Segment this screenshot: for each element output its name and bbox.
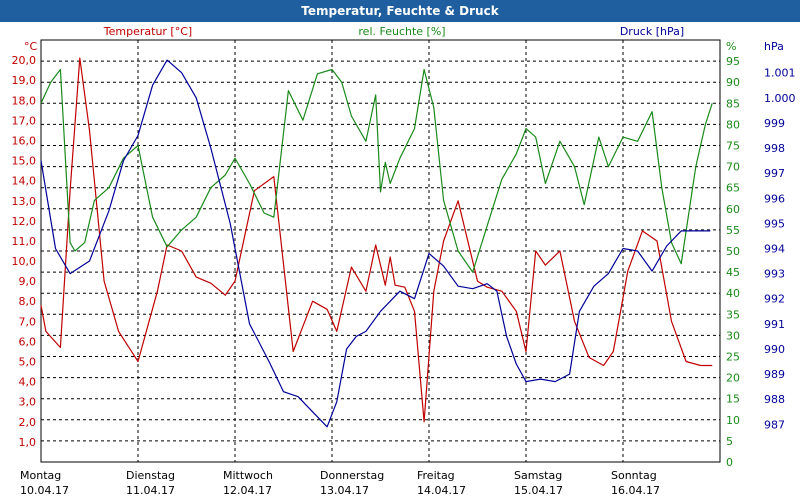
y-tick-label-temperature: 2,0: [19, 416, 37, 429]
unit-label-pressure: hPa: [764, 40, 784, 53]
y-tick-label-humidity: 50: [726, 245, 740, 258]
x-tick-label-date: 14.04.17: [417, 484, 466, 497]
series-line-temperature: [40, 57, 713, 423]
y-tick-label-temperature: 11,0: [12, 235, 37, 248]
y-tick-label-pressure: 988: [764, 393, 785, 406]
y-tick-label-temperature: 7,0: [19, 315, 37, 328]
y-tick-label-temperature: 8,0: [19, 295, 37, 308]
y-tick-label-temperature: 10,0: [12, 255, 37, 268]
y-tick-label-humidity: 0: [726, 456, 733, 469]
y-tick-label-temperature: 3,0: [19, 396, 37, 409]
y-tick-label-temperature: 14,0: [12, 175, 37, 188]
y-tick-label-pressure: 987: [764, 418, 785, 431]
y-tick-label-humidity: 65: [726, 182, 740, 195]
y-tick-label-pressure: 989: [764, 368, 785, 381]
x-tick-label-day: Montag: [20, 469, 61, 482]
x-tick-label-date: 11.04.17: [126, 484, 175, 497]
y-tick-label-pressure: 998: [764, 142, 785, 155]
y-tick-label-humidity: 40: [726, 287, 740, 300]
x-tick-label-day: Sonntag: [611, 469, 657, 482]
y-tick-label-temperature: 6,0: [19, 335, 37, 348]
y-tick-label-temperature: 17,0: [12, 114, 37, 127]
y-tick-label-humidity: 5: [726, 435, 733, 448]
y-tick-label-humidity: 80: [726, 118, 740, 131]
y-tick-label-humidity: 15: [726, 393, 740, 406]
unit-label-humidity: %: [726, 40, 736, 53]
x-tick-label-date: 13.04.17: [320, 484, 369, 497]
y-tick-label-humidity: 55: [726, 224, 740, 237]
y-tick-label-pressure: 1.001: [764, 67, 796, 80]
legend-label-temperature: Temperatur [°C]: [103, 25, 192, 38]
x-tick-label-day: Dienstag: [126, 469, 175, 482]
y-tick-label-pressure: 999: [764, 117, 785, 130]
y-tick-label-temperature: 18,0: [12, 94, 37, 107]
window-title: Temperatur, Feuchte & Druck: [0, 0, 800, 22]
y-tick-label-temperature: 13,0: [12, 195, 37, 208]
y-tick-label-pressure: 991: [764, 318, 785, 331]
x-tick-label-day: Donnerstag: [320, 469, 384, 482]
y-tick-label-humidity: 75: [726, 140, 740, 153]
y-tick-label-humidity: 30: [726, 329, 740, 342]
unit-label-temperature: °C: [24, 40, 38, 53]
y-tick-label-humidity: 10: [726, 414, 740, 427]
x-tick-label-day: Mittwoch: [223, 469, 273, 482]
legend-label-pressure: Druck [hPa]: [620, 25, 684, 38]
series-line-humidity: [40, 68, 713, 273]
y-tick-label-pressure: 997: [764, 167, 785, 180]
y-tick-label-pressure: 993: [764, 268, 785, 281]
y-tick-label-temperature: 5,0: [19, 356, 37, 369]
x-tick-label-date: 10.04.17: [20, 484, 69, 497]
y-tick-label-pressure: 996: [764, 192, 785, 205]
y-tick-label-humidity: 35: [726, 308, 740, 321]
y-tick-label-temperature: 19,0: [12, 74, 37, 87]
x-tick-label-date: 15.04.17: [514, 484, 563, 497]
y-tick-label-temperature: 15,0: [12, 155, 37, 168]
y-tick-label-humidity: 85: [726, 97, 740, 110]
y-tick-label-pressure: 994: [764, 242, 785, 255]
y-tick-label-temperature: 9,0: [19, 275, 37, 288]
y-tick-label-pressure: 990: [764, 343, 785, 356]
y-tick-label-humidity: 45: [726, 266, 740, 279]
y-tick-label-humidity: 25: [726, 351, 740, 364]
line-chart: 1,0 2,0 3,0 4,0 5,0 6,0 7,0 8,0 9,0 10,0 11,0 12,0 1…: [12, 25, 796, 497]
y-tick-label-pressure: 992: [764, 293, 785, 306]
x-tick-label-day: Samstag: [514, 469, 562, 482]
x-tick-label-day: Freitag: [417, 469, 455, 482]
y-tick-label-temperature: 1,0: [19, 436, 37, 449]
y-tick-label-humidity: 95: [726, 55, 740, 68]
y-tick-label-humidity: 90: [726, 76, 740, 89]
x-tick-label-date: 16.04.17: [611, 484, 660, 497]
series-line-pressure: [40, 59, 711, 428]
y-tick-label-humidity: 20: [726, 372, 740, 385]
y-tick-label-pressure: 995: [764, 217, 785, 230]
y-tick-label-temperature: 16,0: [12, 134, 37, 147]
y-tick-label-temperature: 4,0: [19, 376, 37, 389]
x-tick-label-date: 12.04.17: [223, 484, 272, 497]
legend-label-humidity: rel. Feuchte [%]: [358, 25, 445, 38]
y-tick-label-temperature: 20,0: [12, 54, 37, 67]
y-tick-label-pressure: 1.000: [764, 92, 796, 105]
y-tick-label-humidity: 60: [726, 203, 740, 216]
y-tick-label-humidity: 70: [726, 161, 740, 174]
y-tick-label-temperature: 12,0: [12, 215, 37, 228]
